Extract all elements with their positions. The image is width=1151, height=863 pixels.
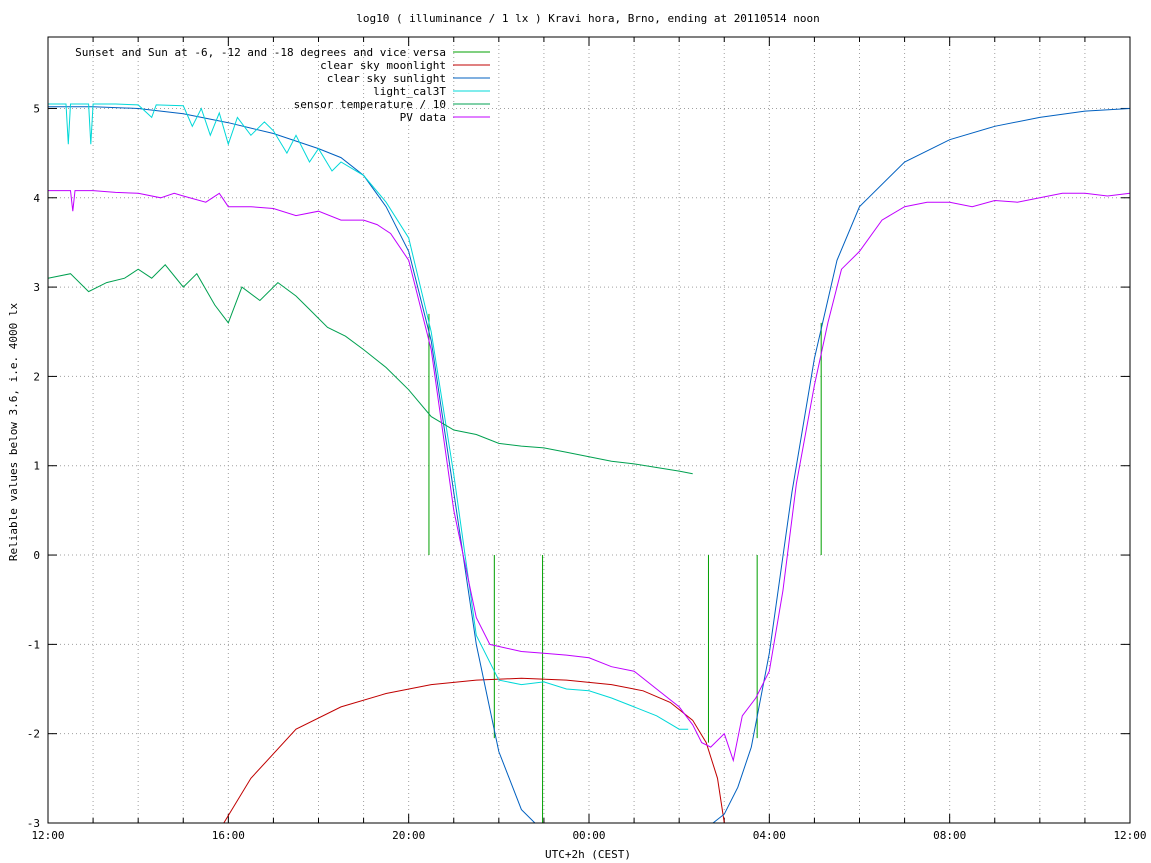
series-line	[47, 264, 693, 475]
series-6	[48, 190, 1131, 763]
series-line	[48, 103, 689, 730]
x-tick-label: 16:00	[212, 829, 245, 842]
legend: Sunset and Sun at -6, -12 and -18 degree…	[75, 46, 490, 124]
grid	[48, 37, 1130, 823]
y-tick-label: 4	[33, 192, 40, 205]
y-tick-label: 0	[33, 549, 40, 562]
x-axis-label: UTC+2h (CEST)	[545, 848, 631, 861]
series-4	[48, 103, 689, 730]
y-tick-label: 2	[33, 370, 40, 383]
legend-label: Sunset and Sun at -6, -12 and -18 degree…	[75, 46, 446, 59]
y-tick-label: -2	[27, 728, 40, 741]
x-tick-label: 12:00	[1113, 829, 1146, 842]
legend-label: PV data	[400, 111, 446, 124]
x-tick-label: 08:00	[933, 829, 966, 842]
series-line	[48, 106, 1131, 824]
x-tick-label: 12:00	[31, 829, 64, 842]
y-tick-label: 1	[33, 460, 40, 473]
axis-ticks: 12:00 16:00 20:00 00:00 04:00 08:00 12:00-3-2-…	[27, 37, 1147, 842]
series-5	[47, 264, 693, 475]
legend-label: clear sky sunlight	[327, 72, 446, 85]
series-layer	[47, 103, 1131, 824]
legend-label: light_cal3T	[373, 85, 446, 98]
series-line	[48, 190, 1131, 763]
series-line	[223, 677, 725, 824]
y-tick-label: 3	[33, 281, 40, 294]
legend-label: sensor temperature / 10	[294, 98, 446, 111]
y-tick-label: -1	[27, 638, 40, 651]
chart-title: log10 ( illuminance / 1 lx ) Kravi hora,…	[356, 12, 820, 25]
legend-label: clear sky moonlight	[320, 59, 446, 72]
series-3	[48, 106, 1131, 824]
y-axis-label: Reliable values below 3.6, i.e. 4000 lx	[7, 302, 20, 561]
x-tick-label: 00:00	[572, 829, 605, 842]
y-tick-label: 5	[33, 102, 40, 115]
y-tick-label: -3	[27, 817, 40, 830]
series-1	[428, 313, 822, 823]
x-tick-label: 04:00	[753, 829, 786, 842]
x-tick-label: 20:00	[392, 829, 425, 842]
plot-frame	[47, 36, 1131, 824]
series-2	[223, 677, 725, 824]
